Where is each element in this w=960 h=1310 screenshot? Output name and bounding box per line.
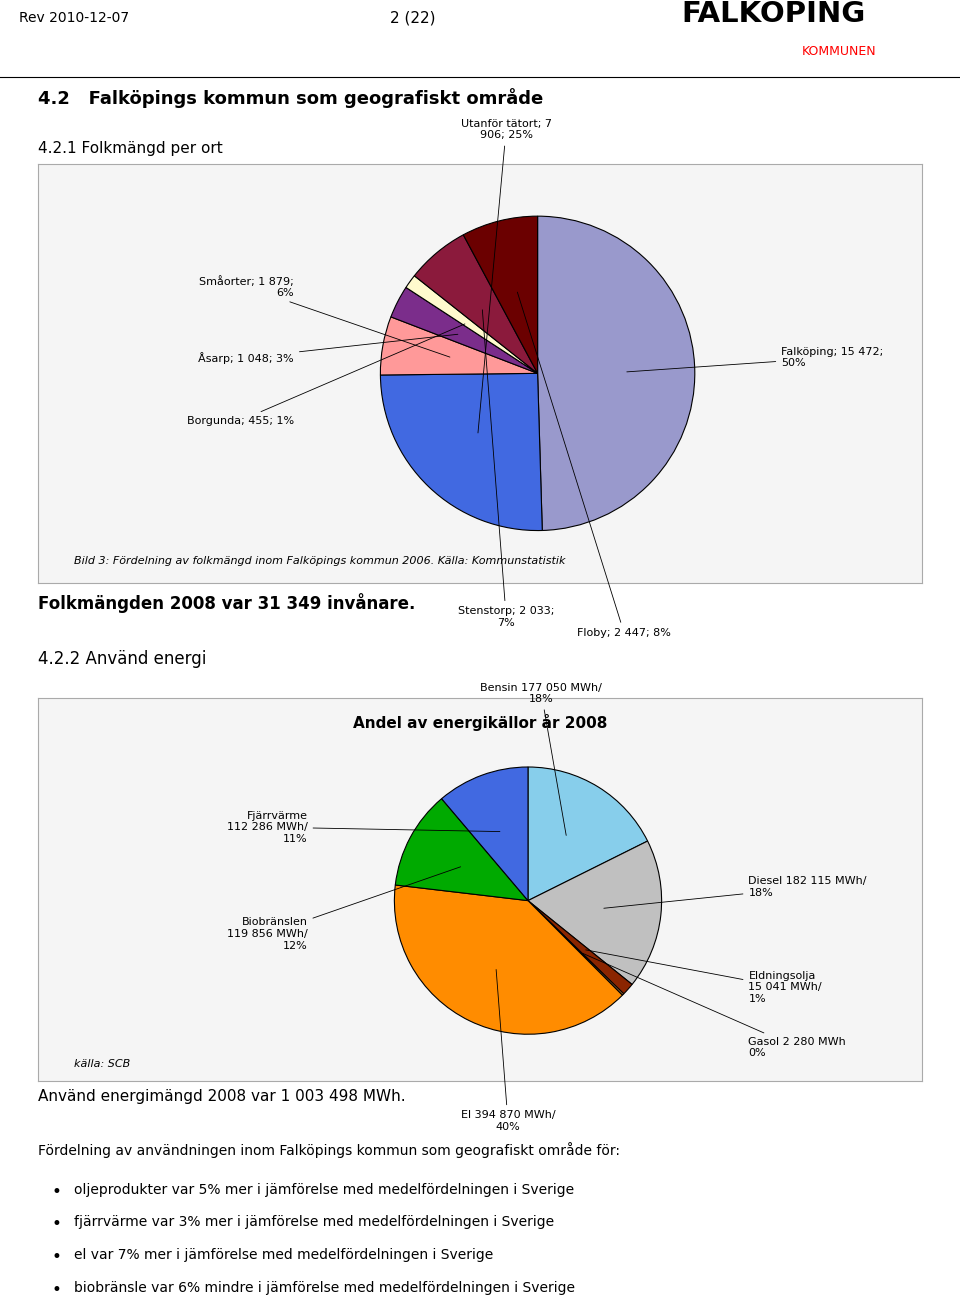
Text: fjärrvärme var 3% mer i jämförelse med medelfördelningen i Sverige: fjärrvärme var 3% mer i jämförelse med m… — [74, 1216, 554, 1229]
Text: Åsarp; 1 048; 3%: Åsarp; 1 048; 3% — [199, 334, 458, 364]
Text: KOMMUNEN: KOMMUNEN — [802, 45, 876, 58]
Text: el var 7% mer i jämförelse med medelfördelningen i Sverige: el var 7% mer i jämförelse med medelförd… — [74, 1248, 493, 1262]
Wedge shape — [395, 886, 622, 1034]
Wedge shape — [538, 216, 695, 531]
Text: Stenstorp; 2 033;
7%: Stenstorp; 2 033; 7% — [458, 309, 554, 627]
Text: Bild 3: Fördelning av folkmängd inom Falköpings kommun 2006. Källa: Kommunstatis: Bild 3: Fördelning av folkmängd inom Fal… — [74, 557, 565, 566]
Text: Fördelning av användningen inom Falköpings kommun som geografiskt område för:: Fördelning av användningen inom Falköpin… — [38, 1142, 620, 1158]
Wedge shape — [464, 216, 538, 373]
Text: biobränsle var 6% mindre i jämförelse med medelfördelningen i Sverige: biobränsle var 6% mindre i jämförelse me… — [74, 1281, 575, 1294]
Text: •: • — [52, 1281, 61, 1298]
Text: Biobränslen
119 856 MWh/
12%: Biobränslen 119 856 MWh/ 12% — [227, 867, 461, 951]
Text: oljeprodukter var 5% mer i jämförelse med medelfördelningen i Sverige: oljeprodukter var 5% mer i jämförelse me… — [74, 1183, 574, 1196]
Wedge shape — [380, 317, 538, 375]
Text: Fjärrvärme
112 286 MWh/
11%: Fjärrvärme 112 286 MWh/ 11% — [227, 811, 500, 844]
Text: Andel av energikällor år 2008: Andel av energikällor år 2008 — [353, 714, 607, 731]
Text: Rev 2010-12-07: Rev 2010-12-07 — [19, 10, 130, 25]
Text: FÄLKÖPING: FÄLKÖPING — [682, 0, 866, 28]
Wedge shape — [528, 841, 661, 984]
Text: Diesel 182 115 MWh/
18%: Diesel 182 115 MWh/ 18% — [604, 876, 867, 908]
Text: Utanför tätort; 7
906; 25%: Utanför tätort; 7 906; 25% — [461, 119, 552, 432]
Text: El 394 870 MWh/
40%: El 394 870 MWh/ 40% — [461, 969, 555, 1132]
Text: 4.2   Falköpings kommun som geografiskt område: 4.2 Falköpings kommun som geografiskt om… — [38, 88, 543, 107]
Wedge shape — [442, 768, 528, 901]
Text: •: • — [52, 1183, 61, 1200]
Text: Eldningsolja
15 041 MWh/
1%: Eldningsolja 15 041 MWh/ 1% — [586, 950, 822, 1003]
Text: Falköping; 15 472;
50%: Falköping; 15 472; 50% — [627, 347, 883, 372]
Wedge shape — [528, 768, 648, 901]
Text: Bensin 177 050 MWh/
18%: Bensin 177 050 MWh/ 18% — [480, 683, 602, 836]
Wedge shape — [406, 276, 538, 373]
Wedge shape — [528, 901, 624, 996]
Wedge shape — [396, 799, 528, 901]
Text: 4.2.2 Använd energi: 4.2.2 Använd energi — [38, 650, 206, 668]
Text: •: • — [52, 1248, 61, 1265]
Wedge shape — [391, 287, 538, 373]
Text: •: • — [52, 1216, 61, 1233]
Text: Floby; 2 447; 8%: Floby; 2 447; 8% — [517, 292, 671, 638]
Text: Folkmängden 2008 var 31 349 invånare.: Folkmängden 2008 var 31 349 invånare. — [38, 593, 416, 613]
Text: Använd energimängd 2008 var 1 003 498 MWh.: Använd energimängd 2008 var 1 003 498 MW… — [38, 1089, 406, 1104]
Text: Småorter; 1 879;
6%: Småorter; 1 879; 6% — [199, 275, 450, 358]
Wedge shape — [380, 373, 542, 531]
Text: 4.2.1 Folkmängd per ort: 4.2.1 Folkmängd per ort — [38, 141, 223, 156]
Wedge shape — [415, 234, 538, 373]
Wedge shape — [528, 901, 632, 994]
Text: Gasol 2 280 MWh
0%: Gasol 2 280 MWh 0% — [583, 954, 846, 1058]
Text: källa: SCB: källa: SCB — [74, 1060, 130, 1069]
Text: 2 (22): 2 (22) — [390, 10, 436, 26]
Text: Borgunda; 455; 1%: Borgunda; 455; 1% — [187, 324, 465, 426]
